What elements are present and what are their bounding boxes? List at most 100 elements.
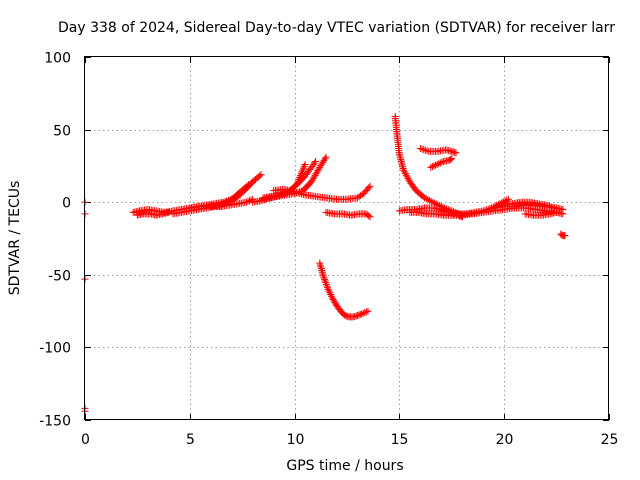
- data-point: [428, 163, 436, 171]
- data-point: [438, 158, 446, 166]
- data-point: [246, 197, 254, 205]
- data-point: [422, 195, 430, 203]
- y-tick-label: -100: [39, 341, 71, 357]
- data-point: [268, 194, 276, 202]
- data-point: [549, 203, 557, 211]
- data-point: [319, 272, 327, 280]
- data-point: [404, 175, 412, 183]
- data-point: [424, 196, 432, 204]
- data-point: [331, 298, 339, 306]
- data-point: [316, 259, 324, 267]
- data-point: [165, 208, 173, 216]
- data-point: [364, 307, 372, 315]
- series-arc-6.5h-8h-low: [217, 195, 257, 211]
- data-point: [358, 310, 366, 318]
- data-point: [324, 284, 332, 292]
- data-point: [359, 309, 367, 317]
- data-point: [319, 270, 327, 278]
- data-point: [257, 171, 265, 179]
- data-point: [318, 268, 326, 276]
- series-arc-16h-17.7h-high: [416, 144, 460, 157]
- y-axis-label: SDTVAR / TECUs: [7, 181, 23, 296]
- data-point: [242, 198, 250, 206]
- series-arc-20h-22.5h-hump: [500, 198, 559, 212]
- data-point: [400, 166, 408, 174]
- series-arc-2.5h-4h-low: [133, 208, 173, 219]
- data-point: [318, 266, 326, 274]
- x-tick-label: 5: [186, 432, 195, 448]
- data-point: [322, 280, 330, 288]
- series-arc-11.3h-13.5h-dip: [316, 259, 372, 321]
- data-point: [545, 202, 553, 210]
- data-point: [542, 201, 550, 209]
- data-point: [325, 287, 333, 295]
- data-point: [365, 212, 373, 220]
- x-tick-label: 10: [287, 432, 305, 448]
- data-point: [320, 274, 328, 282]
- data-point: [559, 205, 567, 213]
- data-point: [423, 147, 431, 155]
- data-point: [271, 193, 279, 201]
- data-point: [401, 170, 409, 178]
- data-point: [244, 181, 252, 189]
- data-point: [420, 146, 428, 154]
- axis-ticks: 0 5 10 15 20 25 -150 -100 -50 0 50 100: [39, 51, 618, 449]
- data-point: [278, 190, 286, 198]
- y-tick-label: -150: [39, 414, 71, 430]
- data-point: [366, 182, 374, 190]
- series-arc-9h-13.6h: [270, 182, 374, 203]
- data-point: [366, 213, 374, 221]
- data-point: [269, 193, 277, 201]
- data-point: [323, 282, 331, 290]
- data-point: [416, 144, 424, 152]
- series-arc-22.8h: [557, 230, 569, 240]
- data-point: [243, 182, 251, 190]
- plot-frame: [84, 56, 609, 420]
- data-point: [322, 153, 330, 161]
- data-point: [400, 168, 408, 176]
- data-point: [327, 292, 335, 300]
- data-point: [432, 161, 440, 169]
- data-point: [421, 194, 429, 202]
- data-point: [310, 159, 318, 167]
- data-point: [402, 171, 410, 179]
- y-tick-label: -50: [48, 269, 71, 285]
- data-point: [418, 145, 426, 153]
- data-point: [448, 155, 456, 163]
- data-point: [244, 197, 252, 205]
- data-point: [553, 208, 561, 216]
- data-point: [365, 184, 373, 192]
- data-point: [256, 172, 264, 180]
- data-point: [403, 173, 411, 181]
- data-point: [504, 195, 512, 203]
- data-point: [321, 277, 329, 285]
- series-arc-6.5h-7.8h: [217, 181, 252, 209]
- data-point: [273, 192, 281, 200]
- data-point: [327, 291, 335, 299]
- data-point: [321, 155, 329, 163]
- data-point: [547, 203, 555, 211]
- data-point: [452, 149, 460, 157]
- y-tick-label: 0: [62, 196, 71, 212]
- data-point: [427, 197, 435, 205]
- data-point: [312, 158, 320, 166]
- data-point: [326, 289, 334, 297]
- data-point: [421, 146, 429, 154]
- data-point: [328, 294, 336, 302]
- data-point: [321, 275, 329, 283]
- data-point: [317, 265, 325, 273]
- data-series: [81, 113, 569, 415]
- x-axis-label: GPS time / hours: [286, 458, 403, 474]
- x-tick-label: 20: [496, 432, 514, 448]
- data-point: [447, 155, 455, 163]
- data-point: [427, 163, 435, 171]
- chart-title: Day 338 of 2024, Sidereal Day-to-day VTE…: [58, 20, 615, 36]
- grid: [85, 57, 609, 420]
- series-arc-21h-22.5h-low: [521, 208, 561, 219]
- data-point: [561, 232, 569, 240]
- data-point: [324, 285, 332, 293]
- data-point: [322, 279, 330, 287]
- data-point: [503, 196, 511, 204]
- data-point: [279, 190, 287, 198]
